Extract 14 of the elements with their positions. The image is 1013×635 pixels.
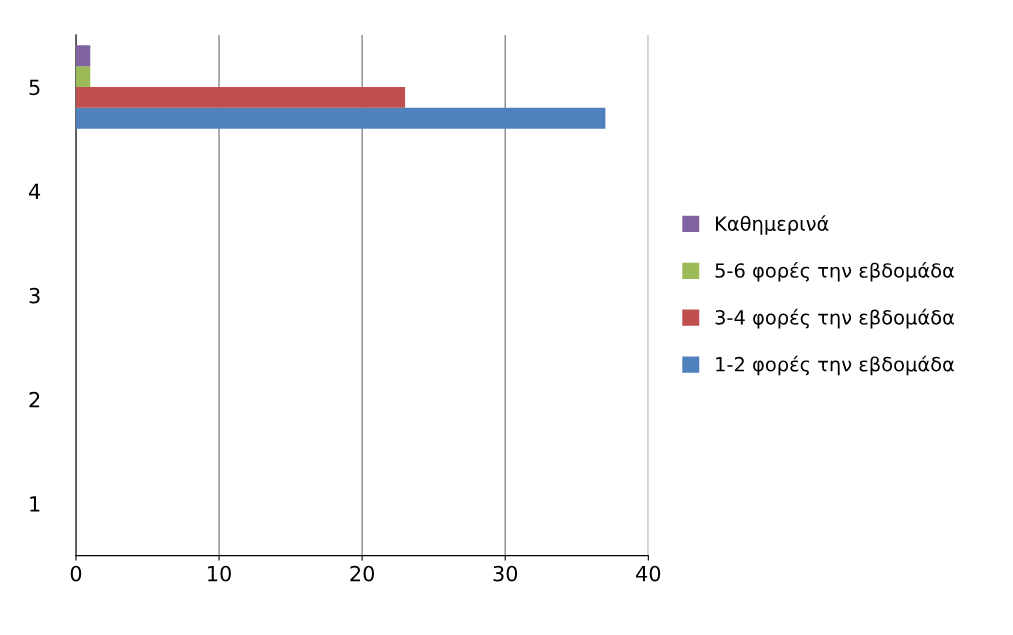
legend-label: 3-4 φορές την εβδομάδα bbox=[715, 308, 954, 329]
legend-label: Καθημερινά bbox=[716, 215, 829, 235]
y-tick-label: 2 bbox=[29, 391, 40, 408]
y-tick-label: 4 bbox=[29, 183, 41, 200]
legend-label: 5-6 φορές την εβδομάδα bbox=[715, 262, 954, 282]
x-tick-label: 20 bbox=[350, 565, 375, 582]
y-tick-label: 5 bbox=[29, 79, 40, 96]
legend-label: 1-2 φορές την εβδομάδα bbox=[716, 355, 954, 376]
x-tick-label: 40 bbox=[636, 565, 661, 582]
y-tick-label: 1 bbox=[30, 496, 40, 512]
x-tick-label: 10 bbox=[208, 565, 231, 582]
x-tick-label: 0 bbox=[70, 565, 82, 582]
y-tick-label: 3 bbox=[29, 287, 40, 304]
x-tick-label: 30 bbox=[493, 565, 518, 582]
